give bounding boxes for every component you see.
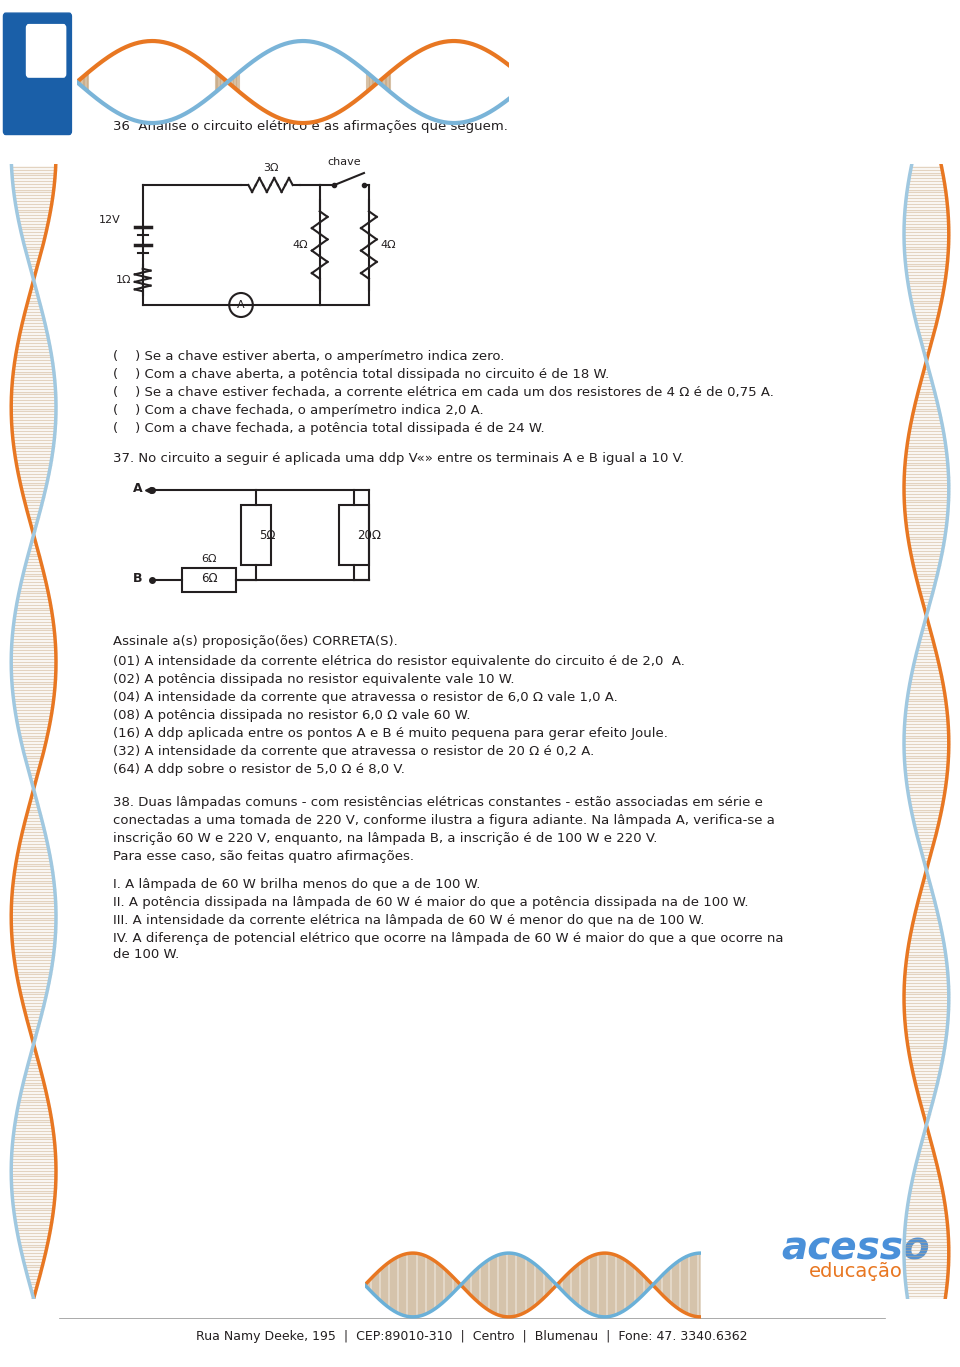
Text: IV. A diferença de potencial elétrico que ocorre na lâmpada de 60 W é maior do q: IV. A diferença de potencial elétrico qu…	[113, 932, 783, 945]
Text: Assinale a(s) proposição(ões) CORRETA(S).: Assinale a(s) proposição(ões) CORRETA(S)…	[113, 636, 397, 648]
Text: 20Ω: 20Ω	[357, 529, 381, 541]
Text: de 100 W.: de 100 W.	[113, 947, 180, 961]
Text: 4Ω: 4Ω	[292, 241, 308, 250]
Text: B: B	[133, 571, 143, 585]
Circle shape	[229, 293, 252, 317]
Text: 36  Analise o circuito elétrico e as afirmações que seguem.: 36 Analise o circuito elétrico e as afir…	[113, 120, 508, 133]
Text: (    ) Com a chave aberta, a potência total dissipada no circuito é de 18 W.: ( ) Com a chave aberta, a potência total…	[113, 368, 610, 381]
Text: 1Ω: 1Ω	[115, 275, 131, 284]
Text: (    ) Com a chave fechada, o amperímetro indica 2,0 A.: ( ) Com a chave fechada, o amperímetro i…	[113, 405, 484, 417]
Text: 6Ω: 6Ω	[202, 554, 217, 565]
Text: acesso: acesso	[781, 1230, 930, 1269]
FancyBboxPatch shape	[4, 14, 71, 134]
Text: (    ) Com a chave fechada, a potência total dissipada é de 24 W.: ( ) Com a chave fechada, a potência tota…	[113, 422, 544, 435]
Text: (    ) Se a chave estiver fechada, a corrente elétrica em cada um dos resistores: ( ) Se a chave estiver fechada, a corren…	[113, 385, 774, 399]
Text: A: A	[133, 481, 143, 495]
Text: educação: educação	[809, 1262, 902, 1281]
Text: A: A	[237, 299, 245, 310]
FancyBboxPatch shape	[27, 25, 65, 77]
Text: (16) A ddp aplicada entre os pontos A e B é muito pequena para gerar efeito Joul: (16) A ddp aplicada entre os pontos A e …	[113, 727, 668, 740]
Text: I. A lâmpada de 60 W brilha menos do que a de 100 W.: I. A lâmpada de 60 W brilha menos do que…	[113, 878, 481, 891]
Bar	[241, 504, 271, 565]
Text: inscrição 60 W e 220 V, enquanto, na lâmpada B, a inscrição é de 100 W e 220 V.: inscrição 60 W e 220 V, enquanto, na lâm…	[113, 833, 658, 845]
Text: (01) A intensidade da corrente elétrica do resistor equivalente do circuito é de: (01) A intensidade da corrente elétrica …	[113, 655, 685, 668]
Bar	[182, 569, 236, 592]
Text: (08) A potência dissipada no resistor 6,0 Ω vale 60 W.: (08) A potência dissipada no resistor 6,…	[113, 709, 470, 722]
Text: III. A intensidade da corrente elétrica na lâmpada de 60 W é menor do que na de : III. A intensidade da corrente elétrica …	[113, 915, 705, 927]
Text: 5Ω: 5Ω	[258, 529, 276, 541]
Text: chave: chave	[327, 157, 361, 167]
Text: II. A potência dissipada na lâmpada de 60 W é maior do que a potência dissipada : II. A potência dissipada na lâmpada de 6…	[113, 895, 749, 909]
Text: 3Ω: 3Ω	[263, 163, 278, 174]
Text: Rua Namy Deeke, 195  |  CEP:89010-310  |  Centro  |  Blumenau  |  Fone: 47. 3340: Rua Namy Deeke, 195 | CEP:89010-310 | Ce…	[197, 1330, 748, 1342]
Text: conectadas a uma tomada de 220 V, conforme ilustra a figura adiante. Na lâmpada : conectadas a uma tomada de 220 V, confor…	[113, 813, 775, 827]
Text: (04) A intensidade da corrente que atravessa o resistor de 6,0 Ω vale 1,0 A.: (04) A intensidade da corrente que atrav…	[113, 690, 618, 704]
Text: 4Ω: 4Ω	[381, 241, 396, 250]
Text: 6Ω: 6Ω	[201, 571, 217, 585]
Text: 12V: 12V	[99, 215, 121, 226]
Text: (    ) Se a chave estiver aberta, o amperímetro indica zero.: ( ) Se a chave estiver aberta, o amperím…	[113, 350, 505, 364]
Text: 37. No circuito a seguir é aplicada uma ddp V«» entre os terminais A e B igual a: 37. No circuito a seguir é aplicada uma …	[113, 452, 684, 465]
Text: (64) A ddp sobre o resistor de 5,0 Ω é 8,0 V.: (64) A ddp sobre o resistor de 5,0 Ω é 8…	[113, 763, 405, 776]
Text: (02) A potência dissipada no resistor equivalente vale 10 W.: (02) A potência dissipada no resistor eq…	[113, 673, 515, 686]
Text: Para esse caso, são feitas quatro afirmações.: Para esse caso, são feitas quatro afirma…	[113, 850, 414, 863]
Text: (32) A intensidade da corrente que atravessa o resistor de 20 Ω é 0,2 A.: (32) A intensidade da corrente que atrav…	[113, 745, 594, 757]
Bar	[340, 504, 369, 565]
Text: 38. Duas lâmpadas comuns - com resistências elétricas constantes - estão associa: 38. Duas lâmpadas comuns - com resistênc…	[113, 796, 763, 809]
